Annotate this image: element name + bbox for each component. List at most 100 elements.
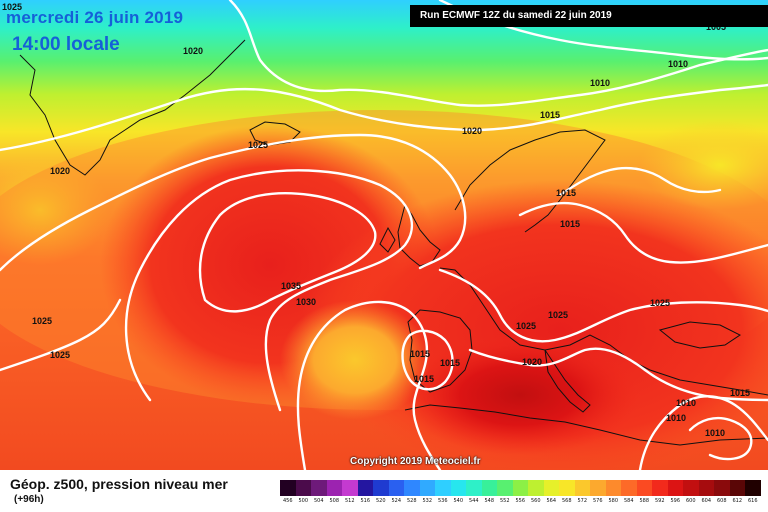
isobar-label: 1025 [650, 298, 670, 308]
isobar-1025-southwest [0, 298, 122, 372]
isobar-label: 1010 [705, 428, 725, 438]
isobar-label: 1005 [706, 22, 726, 32]
yellow-field-northwest [0, 155, 110, 265]
copyright-notice: Copyright 2019 Meteociel.fr [350, 456, 481, 467]
color-scale-swatch [373, 480, 389, 496]
color-scale-swatch [621, 480, 637, 496]
color-scale-swatch [497, 480, 513, 496]
isobar-1020-north [0, 83, 768, 152]
color-scale-swatch [419, 480, 435, 496]
isobar-label: 1015 [560, 219, 580, 229]
isobar-label: 1010 [676, 398, 696, 408]
scandinavia-coast [454, 129, 606, 233]
color-scale-swatch [559, 480, 575, 496]
isobar-label: 1030 [296, 297, 316, 307]
isobar-label: 1035 [281, 281, 301, 291]
isobar-1025-atlantic [0, 133, 467, 272]
color-scale-swatch [466, 480, 482, 496]
color-scale-label: 456 [282, 498, 293, 504]
color-scale-swatch [590, 480, 606, 496]
isobar-label: 1025 [516, 321, 536, 331]
color-scale-swatch [326, 480, 342, 496]
isobar-label: 1015 [540, 110, 560, 120]
color-scale-label: 532 [422, 498, 433, 504]
isobar-labels: 1025 1020 1020 1025 1020 1015 1010 1010 … [2, 2, 750, 438]
isobar-1015-baltic [518, 201, 768, 264]
model-run-info: Run ECMWF 12Z du samedi 22 juin 2019 [410, 5, 768, 27]
color-scale-swatch [729, 480, 745, 496]
color-scale-swatch [512, 480, 528, 496]
color-scale-swatch [745, 480, 761, 496]
isobar-label: 1010 [590, 78, 610, 88]
isobar-1010-turkey [688, 416, 753, 461]
isobar-label: 1010 [666, 413, 686, 423]
isobar-label: 1015 [414, 374, 434, 384]
color-scale-label: 584 [623, 498, 634, 504]
africa-coast [404, 404, 768, 446]
color-scale-label: 516 [360, 498, 371, 504]
black-sea-coast [658, 321, 741, 349]
color-scale-label: 600 [685, 498, 696, 504]
isobar-label: 1015 [410, 349, 430, 359]
isobar-label: 1025 [50, 350, 70, 360]
color-scale-swatch [357, 480, 373, 496]
isobar-label: 1020 [50, 166, 70, 176]
weather-map: 1025 1020 1020 1025 1020 1015 1010 1010 … [0, 0, 768, 470]
color-scale-label: 568 [561, 498, 572, 504]
color-scale-label: 576 [592, 498, 603, 504]
europe-coast [439, 267, 768, 396]
isobar-label: 1015 [440, 358, 460, 368]
color-scale-label: 604 [701, 498, 712, 504]
color-scale-label: 608 [716, 498, 727, 504]
color-scale-label: 508 [329, 498, 340, 504]
color-scale-swatch [714, 480, 730, 496]
color-scale-label: 564 [546, 498, 557, 504]
map-canvas: 1025 1020 1020 1025 1020 1015 1010 1010 … [0, 0, 768, 470]
color-scale-label: 588 [639, 498, 650, 504]
color-scale-swatch [574, 480, 590, 496]
color-scale-label: 500 [298, 498, 309, 504]
color-scale-swatch [342, 480, 358, 496]
forecast-time: 14:00 locale [12, 34, 120, 55]
isobar-label: 1015 [730, 388, 750, 398]
cut-off-low-iberia [280, 300, 430, 420]
isobar-1015-scandinavia [558, 166, 722, 197]
color-scale-label: 504 [313, 498, 324, 504]
yellow-field-northeast [640, 120, 768, 210]
color-scale-swatch [280, 480, 296, 496]
color-scale-label: 592 [654, 498, 665, 504]
color-scale-label: 552 [499, 498, 510, 504]
color-scale-label: 536 [437, 498, 448, 504]
isobar-1030-ridge [124, 169, 414, 412]
color-scale-swatch [683, 480, 699, 496]
color-scale-label: 572 [577, 498, 588, 504]
color-scale-swatch [652, 480, 668, 496]
iceland-coast [249, 121, 301, 146]
forecast-date: mercredi 26 juin 2019 [6, 8, 184, 27]
color-scale-label: 560 [530, 498, 541, 504]
color-scale-label: 544 [468, 498, 479, 504]
isobar-label: 1025 [548, 310, 568, 320]
color-scale-labels: 456 500 504 508 512 516 520 524 528 532 536 540 544 5… [280, 498, 761, 504]
isobar-1020-iberia [296, 300, 442, 470]
isobar-label: 1025 [32, 316, 52, 326]
color-scale-label: 612 [732, 498, 743, 504]
color-scale-swatch [528, 480, 544, 496]
color-scale-swatch [450, 480, 466, 496]
color-scale-label: 596 [670, 498, 681, 504]
greenland-coast [19, 39, 246, 176]
color-scale-label: 580 [608, 498, 619, 504]
color-scale-label: 528 [406, 498, 417, 504]
isobar-label: 1025 [248, 140, 268, 150]
isobar-1010-southeast [638, 395, 768, 470]
isobars [0, 0, 768, 470]
italy-coast [544, 349, 591, 413]
isobar-label: 1020 [183, 46, 203, 56]
color-scale-swatch [435, 480, 451, 496]
color-scale [280, 480, 761, 496]
color-scale-label: 520 [375, 498, 386, 504]
color-scale-swatch [295, 480, 311, 496]
color-scale-swatch [636, 480, 652, 496]
isobar-label: 1010 [668, 59, 688, 69]
color-scale-swatch [311, 480, 327, 496]
